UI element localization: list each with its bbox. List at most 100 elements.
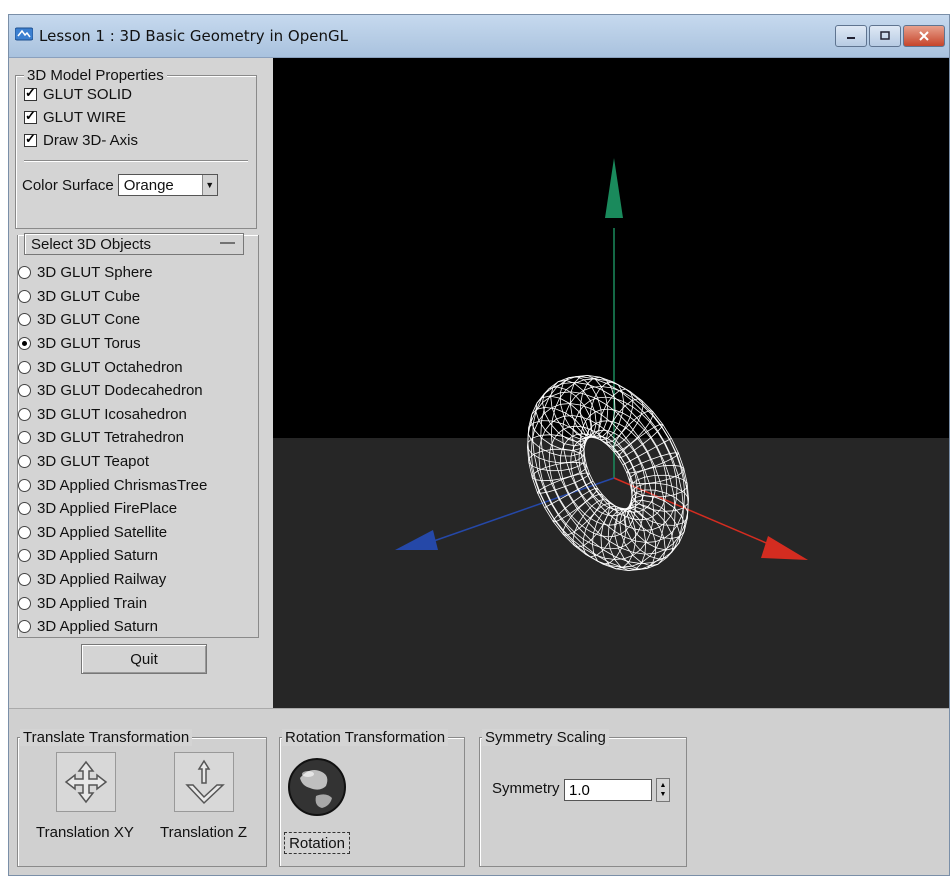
color-surface-dropdown[interactable]: Orange ▼: [117, 174, 218, 196]
spinner-arrows[interactable]: ▲ ▼: [656, 778, 670, 802]
x-axis-arrow: [761, 536, 808, 560]
rotation-ball-icon[interactable]: [286, 756, 348, 818]
radio-button[interactable]: [18, 549, 31, 563]
chevron-down-icon[interactable]: ▼: [201, 175, 217, 195]
checkbox-label: GLUT WIRE: [43, 109, 127, 126]
torus-mesh-line: [583, 420, 657, 513]
object-radio-label: 3D GLUT Teapot: [37, 453, 150, 471]
object-radio-option[interactable]: 3D GLUT Icosahedron: [18, 403, 207, 427]
radio-button[interactable]: [18, 502, 31, 516]
object-radio-option[interactable]: 3D Applied FirePlace: [18, 497, 207, 521]
radio-button[interactable]: [18, 266, 31, 280]
opengl-viewport[interactable]: [273, 58, 949, 708]
symmetry-spinner[interactable]: 1.0 ▲ ▼: [564, 778, 670, 802]
radio-button[interactable]: [18, 455, 31, 469]
object-radio-label: 3D Applied Train: [37, 594, 148, 612]
object-radio-option[interactable]: 3D Applied Saturn: [18, 615, 207, 639]
object-radio-label: 3D GLUT Tetrahedron: [37, 429, 185, 447]
torus-mesh-line: [562, 386, 686, 543]
object-radio-label: 3D GLUT Octahedron: [37, 358, 183, 376]
z-axis-line: [427, 477, 615, 544]
close-icon: [919, 31, 929, 41]
model-properties-group: 3D Model Properties GLUT SOLID GLUT WIRE…: [15, 67, 257, 229]
check-icon[interactable]: [24, 85, 37, 101]
radio-button[interactable]: [18, 360, 31, 374]
torus-mesh-line: [570, 436, 633, 517]
spin-up-icon[interactable]: ▲: [659, 782, 667, 789]
translation-xy-label: Translation XY: [36, 824, 134, 841]
translate-title: Translate Transformation: [20, 729, 193, 746]
object-radio-label: 3D GLUT Cone: [37, 311, 141, 329]
spin-down-icon[interactable]: ▼: [659, 791, 667, 798]
maximize-button[interactable]: [869, 25, 901, 47]
translation-z-control[interactable]: [174, 752, 234, 812]
quit-button[interactable]: Quit: [81, 644, 207, 674]
rotation-button[interactable]: Rotation: [284, 832, 350, 854]
symmetry-value: 1.0: [569, 781, 590, 799]
object-radio-option[interactable]: 3D GLUT Teapot: [18, 450, 207, 474]
object-radio-option[interactable]: 3D GLUT Cone: [18, 308, 207, 332]
translation-xy-control[interactable]: [56, 752, 116, 812]
color-surface-row: Color Surface Orange ▼: [22, 174, 218, 196]
checkbox-label: Draw 3D- Axis: [43, 132, 139, 149]
torus-mesh-line: [538, 415, 644, 550]
radio-button[interactable]: [18, 337, 31, 351]
object-radio-option[interactable]: 3D Applied Train: [18, 591, 207, 615]
z-axis-arrow: [395, 530, 438, 550]
y-axis-arrow: [605, 158, 623, 218]
radio-button[interactable]: [18, 407, 31, 421]
maximize-icon: [880, 31, 890, 40]
object-radio-option[interactable]: 3D GLUT Octahedron: [18, 355, 207, 379]
torus-mesh-line: [527, 391, 666, 568]
object-radio-label: 3D Applied Railway: [37, 571, 167, 589]
object-radio-option[interactable]: 3D GLUT Sphere: [18, 261, 207, 285]
radio-button[interactable]: [18, 384, 31, 398]
bottom-transform-panel: Translate Transformation Translation XY …: [9, 708, 949, 875]
scene-3d: [395, 158, 808, 572]
radio-button[interactable]: [18, 573, 31, 587]
minimize-button[interactable]: [835, 25, 867, 47]
glut-solid-checkbox[interactable]: GLUT SOLID: [24, 85, 132, 103]
object-radio-option[interactable]: 3D Applied Saturn: [18, 544, 207, 568]
radio-button[interactable]: [18, 431, 31, 445]
title-bar[interactable]: Lesson 1 : 3D Basic Geometry in OpenGL: [9, 15, 949, 58]
object-radio-label: 3D Applied ChrismasTree: [37, 476, 208, 494]
object-radio-label: 3D Applied Saturn: [37, 618, 158, 636]
checkbox-label: GLUT SOLID: [43, 86, 132, 103]
object-radio-label: 3D GLUT Torus: [37, 335, 141, 353]
symmetry-input[interactable]: 1.0: [564, 779, 652, 801]
torus-mesh-line: [583, 429, 646, 510]
radio-button[interactable]: [18, 313, 31, 327]
depth-arrows-icon: [185, 759, 225, 805]
radio-button[interactable]: [18, 478, 31, 492]
glut-wire-checkbox[interactable]: GLUT WIRE: [24, 108, 127, 126]
radio-button[interactable]: [18, 525, 31, 539]
window-title: Lesson 1 : 3D Basic Geometry in OpenGL: [39, 27, 348, 45]
app-window: Lesson 1 : 3D Basic Geometry in OpenGL 3…: [8, 14, 950, 876]
object-radio-option[interactable]: 3D GLUT Dodecahedron: [18, 379, 207, 403]
torus-mesh-line: [550, 378, 689, 555]
object-radio-option[interactable]: 3D Applied ChrismasTree: [18, 473, 207, 497]
radio-button[interactable]: [18, 289, 31, 303]
move-arrows-icon: [64, 760, 108, 804]
object-radio-option[interactable]: 3D GLUT Torus: [18, 332, 207, 356]
object-radio-option[interactable]: 3D Applied Railway: [18, 568, 207, 592]
torus-wireframe: [527, 374, 689, 572]
model-properties-title: 3D Model Properties: [24, 67, 167, 84]
app-icon: [15, 27, 33, 41]
rotation-group: Rotation Transformation Rotation: [279, 729, 465, 867]
select-objects-header[interactable]: Select 3D Objects —: [24, 233, 244, 255]
close-button[interactable]: [903, 25, 945, 47]
object-radio-option[interactable]: 3D GLUT Cube: [18, 285, 207, 309]
check-icon[interactable]: [24, 108, 37, 124]
check-icon[interactable]: [24, 131, 37, 147]
objects-radio-list: 3D GLUT Sphere 3D GLUT Cube 3D GLUT Cone 3D…: [18, 261, 207, 639]
object-radio-label: 3D GLUT Cube: [37, 287, 141, 305]
draw-axis-checkbox[interactable]: Draw 3D- Axis: [24, 131, 139, 149]
object-radio-option[interactable]: 3D GLUT Tetrahedron: [18, 426, 207, 450]
radio-button[interactable]: [18, 596, 31, 610]
torus-mesh-line: [527, 381, 676, 572]
object-radio-option[interactable]: 3D Applied Satellite: [18, 521, 207, 545]
radio-button[interactable]: [18, 620, 31, 634]
collapse-icon[interactable]: —: [220, 234, 235, 251]
